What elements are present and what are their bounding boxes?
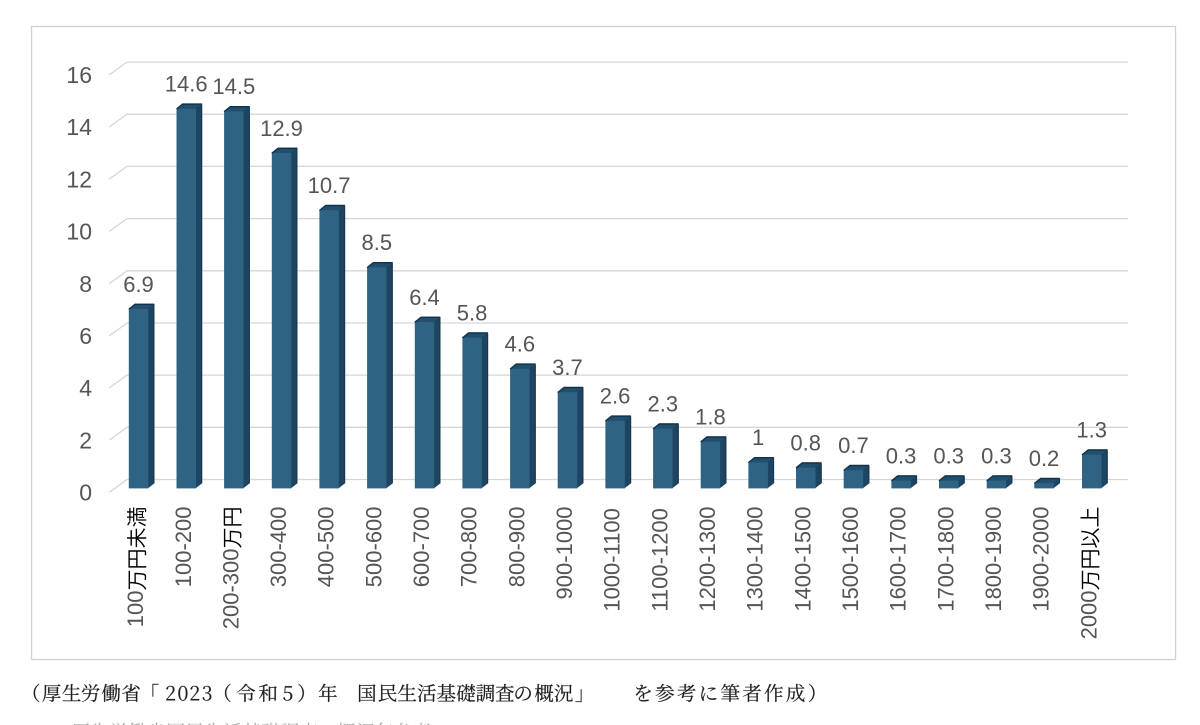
svg-text:8.5: 8.5	[362, 230, 393, 255]
svg-text:0.8: 0.8	[790, 430, 821, 455]
svg-text:12: 12	[66, 166, 92, 192]
svg-text:16: 16	[66, 62, 92, 88]
svg-text:4: 4	[79, 375, 92, 401]
svg-text:100-200: 100-200	[171, 506, 196, 587]
svg-text:4.6: 4.6	[505, 332, 536, 357]
svg-text:0.3: 0.3	[886, 443, 917, 468]
svg-text:0.3: 0.3	[981, 443, 1012, 468]
svg-text:2000: 2000	[1076, 590, 1101, 639]
svg-text:500-600: 500-600	[361, 506, 386, 587]
svg-text:0.7: 0.7	[838, 433, 869, 458]
svg-text:2.6: 2.6	[600, 384, 631, 409]
svg-text:2.3: 2.3	[648, 391, 679, 416]
svg-text:10: 10	[66, 219, 92, 245]
svg-text:8: 8	[79, 271, 92, 297]
svg-text:1000-1100: 1000-1100	[600, 508, 625, 612]
svg-text:100: 100	[123, 590, 148, 627]
svg-text:2: 2	[79, 427, 92, 453]
svg-text:6: 6	[79, 323, 92, 349]
svg-text:14.5: 14.5	[212, 74, 255, 99]
svg-text:400-500: 400-500	[314, 506, 339, 587]
svg-text:3.7: 3.7	[552, 355, 583, 380]
svg-text:1700-1800: 1700-1800	[933, 506, 958, 611]
svg-text:1.8: 1.8	[695, 404, 726, 429]
svg-text:5.8: 5.8	[457, 300, 488, 325]
svg-text:1800-1900: 1800-1900	[981, 506, 1006, 611]
svg-text:1100-1200: 1100-1200	[647, 508, 672, 612]
svg-text:1: 1	[752, 425, 764, 450]
svg-text:1200-1300: 1200-1300	[695, 506, 720, 611]
svg-text:14.6: 14.6	[165, 72, 208, 97]
svg-text:12.9: 12.9	[260, 116, 303, 141]
svg-text:300-400: 300-400	[266, 506, 291, 587]
svg-text:1400-1500: 1400-1500	[790, 506, 815, 611]
svg-text:1600-1700: 1600-1700	[886, 506, 911, 611]
svg-text:0.3: 0.3	[933, 443, 964, 468]
svg-text:10.7: 10.7	[308, 173, 351, 198]
svg-text:800-900: 800-900	[504, 506, 529, 587]
svg-text:6.9: 6.9	[123, 272, 154, 297]
svg-text:0: 0	[79, 480, 92, 506]
svg-text:1300-1400: 1300-1400	[743, 506, 768, 611]
svg-text:14: 14	[66, 114, 92, 140]
svg-text:1900-2000: 1900-2000	[1029, 506, 1054, 611]
svg-text:1.3: 1.3	[1076, 417, 1107, 442]
svg-text:200-300: 200-300	[218, 548, 243, 629]
svg-text:900-1000: 900-1000	[552, 506, 577, 599]
svg-text:0.2: 0.2	[1029, 446, 1060, 471]
svg-text:1500-1600: 1500-1600	[838, 506, 863, 611]
svg-text:600-700: 600-700	[409, 506, 434, 587]
svg-text:6.4: 6.4	[409, 285, 440, 310]
svg-text:700-800: 700-800	[457, 506, 482, 587]
